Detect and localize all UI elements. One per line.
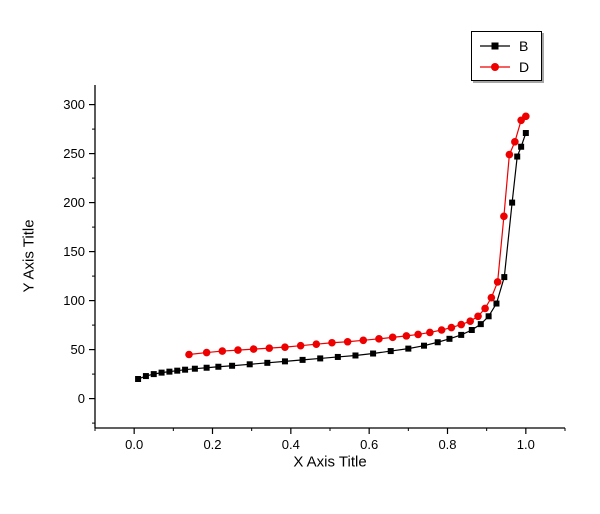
series-d-point — [265, 344, 274, 352]
series-b-point — [458, 331, 465, 338]
series-d-point — [375, 335, 383, 343]
series-d-circle-marker-icon — [491, 62, 499, 71]
series-d-point — [481, 304, 489, 313]
x-tick-label: 1.0 — [517, 437, 535, 452]
series-d-point — [457, 320, 466, 329]
series-b-point — [203, 364, 210, 371]
series-b-point — [158, 369, 165, 376]
series-b-point — [446, 335, 453, 342]
series-b-square-marker-icon — [491, 42, 499, 49]
series-d-point — [359, 336, 368, 345]
series-d-point — [447, 323, 456, 332]
series-b-point — [281, 358, 288, 365]
series-b-point — [493, 300, 500, 307]
series-d-point — [511, 138, 519, 146]
series-d-point — [218, 347, 227, 355]
y-tick-label: 200 — [63, 195, 85, 210]
series-d-point — [281, 343, 289, 351]
x-axis-title: X Axis Title — [293, 453, 367, 471]
series-b-sample-icon — [480, 42, 510, 49]
series-b-line — [137, 132, 527, 380]
series-d-point — [296, 341, 305, 350]
series-b-point — [370, 350, 377, 357]
series-b-point — [135, 376, 142, 382]
series-d-point — [426, 328, 434, 337]
series-b-point — [522, 130, 529, 137]
series-d-point — [505, 150, 514, 159]
series-d-point — [202, 348, 211, 357]
series-b-point — [352, 352, 359, 359]
series-d-point — [312, 340, 321, 349]
legend-label-d: D — [519, 58, 530, 75]
series-b-point — [514, 153, 521, 160]
legend-label-b: B — [519, 37, 529, 54]
series-b-point — [501, 274, 508, 281]
y-tick-label: 0 — [78, 391, 85, 406]
legend-item-d: D — [478, 56, 529, 77]
y-tick-label: 300 — [63, 97, 85, 112]
series-b-point — [317, 355, 324, 362]
y-tick-label: 100 — [63, 293, 85, 308]
y-tick-label: 50 — [71, 342, 85, 357]
series-b-point — [477, 321, 484, 328]
x-tick-label: 0.0 — [125, 437, 143, 452]
series-d-point — [437, 326, 446, 334]
series-d-point — [487, 293, 496, 302]
legend: B D — [471, 31, 543, 81]
series-b-point — [246, 361, 253, 368]
series-b-point — [191, 365, 198, 372]
series-b-point — [142, 373, 149, 380]
series-b-point — [509, 199, 516, 206]
series-b-point — [387, 348, 394, 355]
series-b-point — [166, 368, 173, 375]
series-d-point — [402, 332, 411, 340]
x-tick-label: 0.6 — [360, 437, 378, 452]
series-b-point — [468, 327, 475, 333]
x-tick-label: 0.4 — [282, 437, 300, 452]
series-d-point — [249, 345, 258, 353]
series-d-point — [414, 330, 422, 339]
series-d-point — [474, 312, 482, 321]
series-d-point — [466, 317, 475, 325]
series-d-point — [185, 350, 193, 359]
series-b-point — [434, 339, 441, 346]
series-b-point — [215, 363, 222, 370]
series-d-point — [328, 338, 336, 347]
series-d-point — [522, 112, 530, 121]
series-b-point — [299, 356, 306, 363]
series-b-point — [518, 143, 525, 150]
series-b-point — [421, 342, 427, 349]
series-d-point — [493, 278, 502, 286]
y-tick-label: 250 — [63, 146, 85, 161]
series-d-point — [343, 337, 352, 346]
y-tick-label: 150 — [63, 244, 85, 259]
series-b-point — [229, 362, 236, 369]
series-b-point — [485, 313, 492, 320]
series-d-sample-icon — [480, 62, 510, 71]
x-tick-label: 0.2 — [203, 437, 221, 452]
series-b-point — [264, 359, 271, 366]
y-axis-title: Y Axis Title — [20, 219, 38, 293]
series-d-point — [388, 333, 397, 342]
legend-item-b: B — [478, 35, 529, 56]
series-b-point — [150, 371, 157, 378]
series-b-point — [182, 366, 189, 373]
x-tick-label: 0.8 — [438, 437, 456, 452]
series-d-point — [500, 212, 508, 221]
series-b-point — [174, 367, 181, 374]
series-b-point — [334, 353, 341, 360]
series-d-point — [234, 346, 242, 354]
series-b-point — [405, 345, 412, 352]
